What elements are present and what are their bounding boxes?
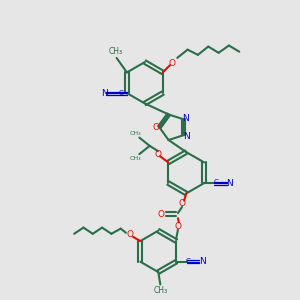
- Text: N: N: [183, 132, 190, 141]
- Text: CH₃: CH₃: [109, 47, 123, 56]
- Text: CH₃: CH₃: [153, 286, 167, 295]
- Text: CH₃: CH₃: [129, 156, 141, 161]
- Text: C: C: [213, 179, 218, 185]
- Text: O: O: [127, 230, 134, 239]
- Text: O: O: [154, 150, 161, 159]
- Text: N: N: [182, 114, 189, 123]
- Text: CH₃: CH₃: [129, 131, 141, 136]
- Text: C: C: [185, 258, 190, 264]
- Text: O: O: [158, 210, 165, 219]
- Text: O: O: [153, 123, 160, 132]
- Text: O: O: [169, 58, 176, 68]
- Text: N: N: [226, 178, 233, 188]
- Text: C: C: [118, 90, 123, 96]
- Text: N: N: [101, 88, 107, 98]
- Text: O: O: [174, 222, 182, 231]
- Text: N: N: [199, 257, 206, 266]
- Text: O: O: [178, 199, 186, 208]
